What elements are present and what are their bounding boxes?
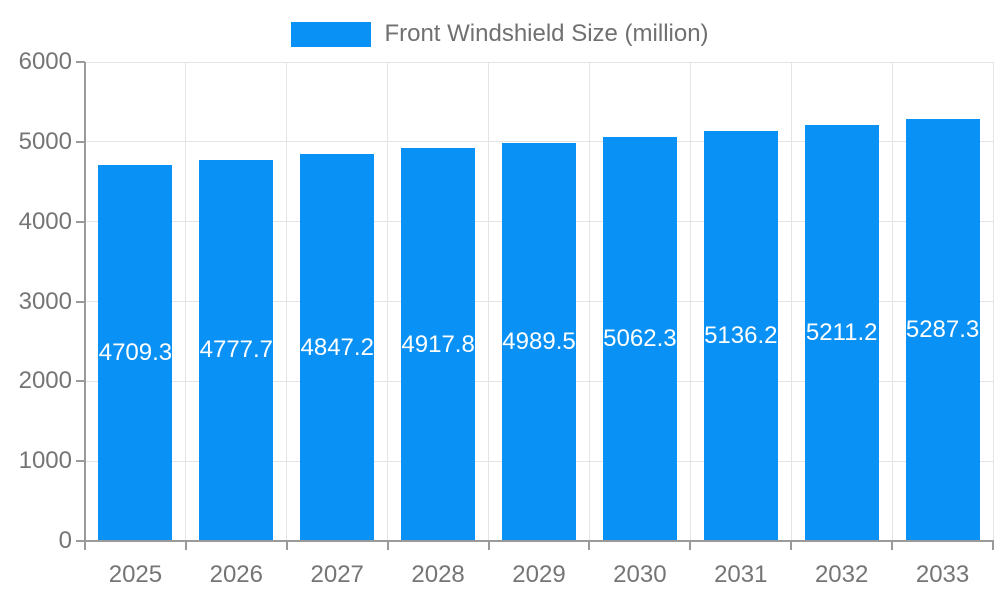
bar-2033[interactable]: 5287.3 <box>905 118 980 541</box>
bar-value-label: 4847.2 <box>300 333 374 361</box>
y-tick-label: 6000 <box>18 48 72 75</box>
v-gridline <box>891 62 893 541</box>
y-tick-label: 3000 <box>18 287 72 315</box>
x-tick-label[interactable]: 2026 <box>209 561 263 588</box>
bar-2025[interactable]: 4709.3 <box>98 165 173 541</box>
y-axis-tick <box>76 300 85 303</box>
bar-2028[interactable]: 4917.8 <box>401 148 476 541</box>
x-axis-tick <box>588 541 591 550</box>
y-tick-label: 5000 <box>18 127 72 155</box>
y-axis-tick <box>76 61 85 63</box>
v-gridline <box>185 62 187 541</box>
v-gridline <box>992 62 994 541</box>
x-axis-tick <box>790 541 793 550</box>
y-axis-line <box>84 62 86 550</box>
x-axis-tick <box>386 541 389 550</box>
x-axis-tick <box>285 541 288 550</box>
x-tick-label[interactable]: 2028 <box>411 561 465 588</box>
x-axis-tick <box>487 541 490 550</box>
bar-2029[interactable]: 4989.5 <box>502 142 576 541</box>
y-axis-tick <box>76 380 85 383</box>
bar-value-label: 5062.3 <box>603 324 677 352</box>
v-gridline <box>689 62 691 541</box>
x-tick-label[interactable]: 2029 <box>512 561 566 588</box>
x-axis-tick <box>184 541 187 550</box>
x-tick-label[interactable]: 2032 <box>814 561 869 588</box>
y-axis-tick <box>76 460 85 463</box>
y-tick-label: 2000 <box>18 367 72 395</box>
x-tick-label[interactable]: 2030 <box>613 561 667 588</box>
x-tick-label[interactable]: 2031 <box>714 561 768 588</box>
v-gridline <box>387 62 389 541</box>
bar-2030[interactable]: 5062.3 <box>602 136 677 541</box>
v-gridline <box>488 62 490 541</box>
bar-2032[interactable]: 5211.2 <box>804 124 879 541</box>
legend-label: Front Windshield Size (million) <box>384 20 709 47</box>
y-tick-label: 4000 <box>18 207 72 235</box>
bar-2027[interactable]: 4847.2 <box>300 154 375 541</box>
y-tick-label: 0 <box>58 527 72 554</box>
bar-2026[interactable]: 4777.7 <box>199 159 274 541</box>
v-gridline <box>588 62 590 541</box>
y-axis-tick <box>76 140 85 143</box>
y-axis-tick <box>76 220 85 223</box>
legend-swatch <box>291 21 372 47</box>
bar-value-label: 4777.7 <box>199 336 274 364</box>
h-gridline <box>85 61 993 63</box>
y-tick-label: 1000 <box>18 447 72 475</box>
bar-value-label: 5211.2 <box>805 318 878 346</box>
x-axis-tick <box>689 541 692 550</box>
bar-value-label: 5287.3 <box>905 315 980 343</box>
x-axis-tick <box>891 541 894 550</box>
x-axis-tick <box>992 541 994 550</box>
x-tick-label[interactable]: 2027 <box>310 561 364 588</box>
bar-value-label: 4917.8 <box>401 330 475 358</box>
x-tick-label[interactable]: 2025 <box>108 561 163 588</box>
v-gridline <box>790 62 792 541</box>
v-gridline <box>286 62 288 541</box>
h-gridline <box>85 141 993 143</box>
x-tick-label[interactable]: 2033 <box>915 561 970 588</box>
bar-value-label: 4989.5 <box>502 327 576 355</box>
x-axis-line <box>84 540 994 542</box>
bar-value-label: 4709.3 <box>98 339 173 366</box>
chart-legend[interactable]: Front Windshield Size (million) <box>0 20 1000 48</box>
x-axis-tick <box>84 541 86 550</box>
y-axis-tick <box>76 540 85 542</box>
bar-value-label: 5136.2 <box>704 321 778 349</box>
bar-2031[interactable]: 5136.2 <box>703 130 778 541</box>
